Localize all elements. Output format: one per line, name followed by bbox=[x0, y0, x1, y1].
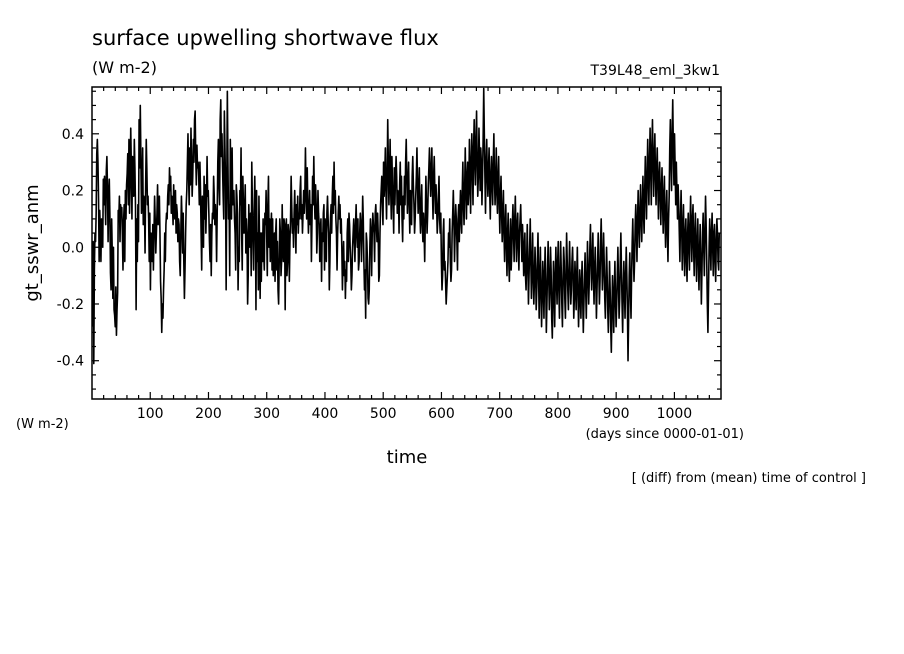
x-axis-units: (days since 0000-01-01) bbox=[586, 427, 744, 442]
y-axis-units: (W m-2) bbox=[16, 417, 69, 432]
x-tick-label: 200 bbox=[195, 406, 222, 422]
x-tick-label: 700 bbox=[486, 406, 513, 422]
series-line-0 bbox=[92, 87, 721, 365]
x-tick-label: 100 bbox=[137, 406, 164, 422]
x-tick-label: 900 bbox=[603, 406, 630, 422]
footnote: [ (diff) from (mean) time of control ] bbox=[632, 471, 866, 486]
y-tick-label: 0.4 bbox=[62, 127, 84, 143]
run-label: T39L48_eml_3kw1 bbox=[590, 63, 721, 79]
x-ticks: 100 200 300 400 500 600 700 800 900 1000 bbox=[103, 87, 710, 422]
chart-units: (W m-2) bbox=[92, 58, 157, 77]
x-tick-label: 300 bbox=[253, 406, 280, 422]
x-tick-label: 1000 bbox=[657, 406, 693, 422]
y-tick-label: 0.2 bbox=[62, 184, 84, 200]
plot-frame bbox=[91, 86, 722, 400]
x-axis-label: time bbox=[387, 447, 428, 468]
x-tick-label: 400 bbox=[312, 406, 339, 422]
chart-title: surface upwelling shortwave flux bbox=[92, 26, 439, 50]
series-group bbox=[92, 87, 721, 365]
x-tick-label: 500 bbox=[370, 406, 397, 422]
x-tick-label: 800 bbox=[545, 406, 572, 422]
y-axis-label: gt_sswr_anm bbox=[22, 184, 43, 301]
x-tick-label: 600 bbox=[428, 406, 455, 422]
y-tick-label: -0.2 bbox=[57, 297, 84, 313]
y-tick-label: -0.4 bbox=[57, 354, 84, 370]
y-tick-label: 0.0 bbox=[62, 240, 84, 256]
